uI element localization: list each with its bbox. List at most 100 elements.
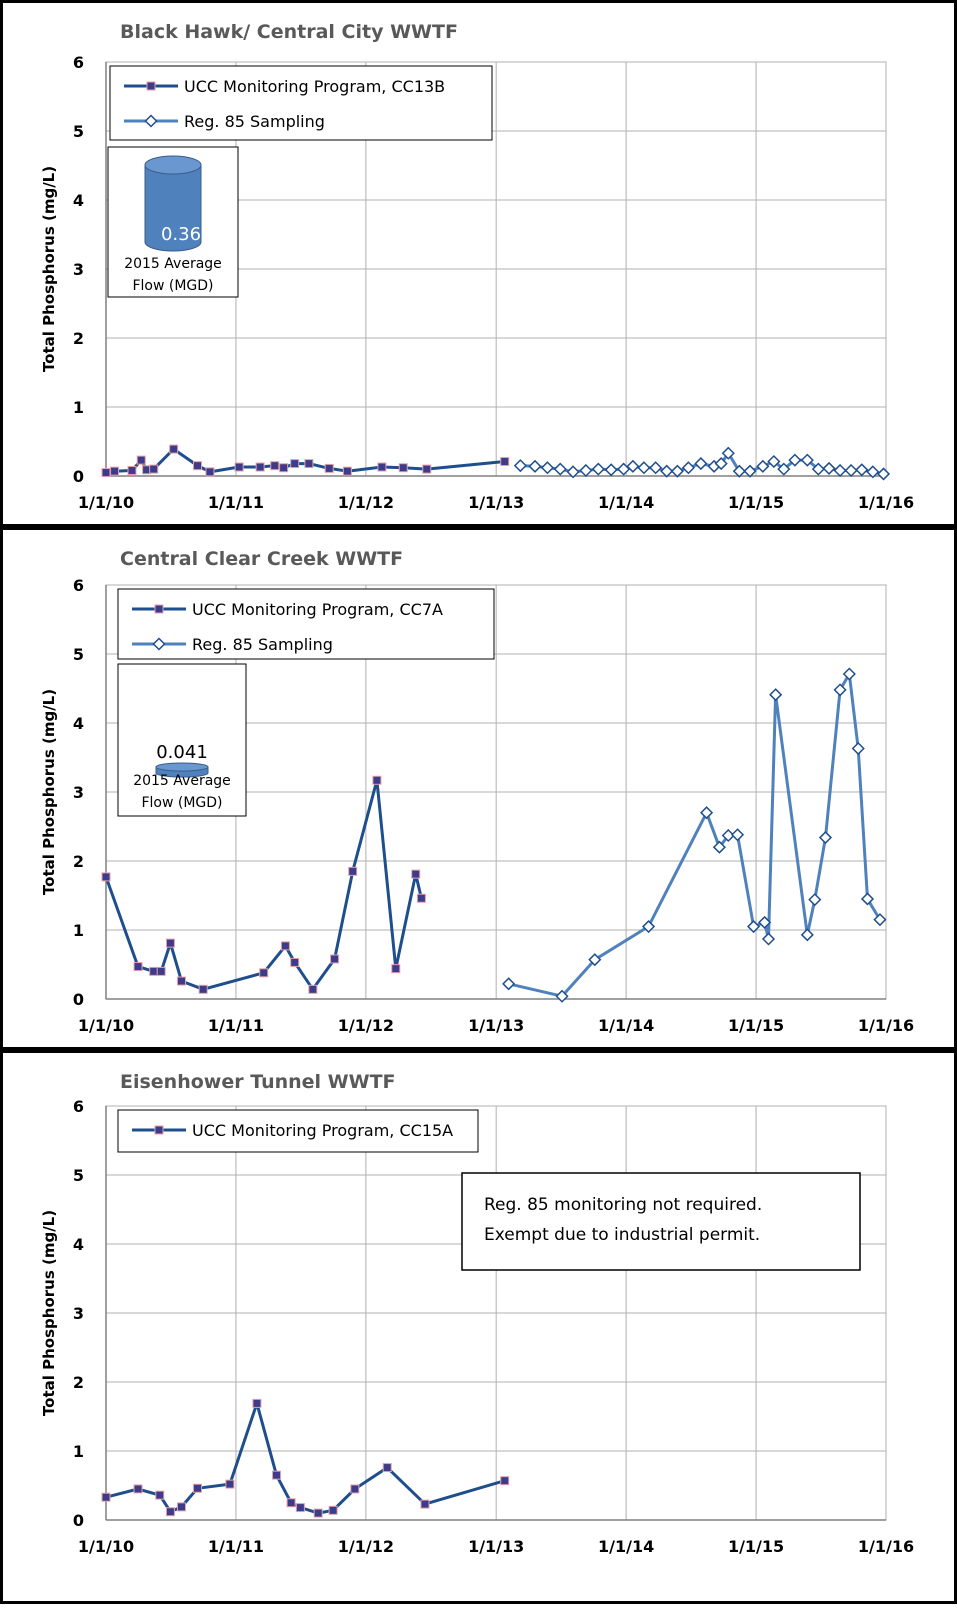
note-line2: Exempt due to industrial permit.	[484, 1225, 760, 1245]
data-point	[377, 462, 387, 472]
data-point	[225, 1479, 235, 1489]
x-tick-label: 1/1/16	[858, 1537, 914, 1556]
series-0	[101, 1398, 510, 1518]
flow-label-line1: 2015 Average	[124, 256, 222, 272]
data-point	[270, 461, 280, 471]
data-point	[500, 457, 510, 467]
data-point	[192, 1483, 202, 1493]
data-point	[555, 989, 569, 1003]
data-point	[149, 464, 159, 474]
data-point	[259, 968, 269, 978]
flow-cylinder-body	[144, 164, 202, 252]
data-point	[420, 1499, 430, 1509]
y-axis-label: Total Phosphorus (mg/L)	[40, 689, 58, 895]
data-point	[304, 459, 314, 469]
y-axis-label: Total Phosphorus (mg/L)	[40, 1210, 58, 1416]
data-point	[328, 1505, 338, 1515]
data-point	[165, 938, 175, 948]
legend-swatch-marker	[154, 604, 164, 614]
data-point	[528, 459, 542, 473]
legend: UCC Monitoring Program, CC7A Reg. 85 Samp…	[117, 588, 495, 660]
data-point	[176, 1502, 186, 1512]
data-point	[308, 984, 318, 994]
x-tick-label: 1/1/10	[78, 493, 134, 512]
y-tick-label: 3	[73, 1304, 84, 1323]
y-tick-label: 2	[73, 1373, 84, 1392]
data-point	[873, 913, 887, 927]
data-point	[800, 928, 814, 942]
legend-label: UCC Monitoring Program, CC7A	[192, 600, 443, 619]
y-axis-label: Total Phosphorus (mg/L)	[40, 166, 58, 372]
legend: UCC Monitoring Program, CC13B Reg. 85 Sam…	[109, 65, 493, 141]
data-point	[808, 893, 822, 907]
data-point	[500, 1476, 510, 1486]
data-point	[133, 962, 143, 972]
data-point	[156, 966, 166, 976]
data-point	[769, 688, 783, 702]
data-point	[176, 976, 186, 986]
data-point	[198, 984, 208, 994]
data-point	[641, 919, 656, 934]
data-point	[411, 869, 421, 879]
series-1	[513, 446, 891, 481]
data-point	[101, 872, 111, 882]
data-point	[730, 828, 745, 842]
data-point	[758, 915, 772, 929]
data-point	[513, 459, 527, 473]
y-tick-label: 6	[73, 53, 84, 72]
x-tick-label: 1/1/15	[728, 1537, 784, 1556]
y-tick-label: 4	[73, 714, 84, 733]
y-tick-label: 0	[73, 1511, 84, 1530]
x-tick-label: 1/1/16	[858, 493, 914, 512]
data-point	[747, 919, 761, 934]
y-tick-label: 2	[73, 329, 84, 348]
data-point	[324, 463, 334, 473]
data-point	[788, 453, 802, 467]
data-point	[502, 977, 516, 991]
x-tick-label: 1/1/11	[208, 1016, 264, 1035]
x-tick-label: 1/1/15	[728, 1016, 784, 1035]
data-point	[579, 463, 593, 478]
data-point	[777, 462, 791, 476]
data-point	[660, 464, 674, 478]
chart-title: Eisenhower Tunnel WWTF	[120, 1071, 396, 1093]
annotation-note: Reg. 85 monitoring not required. Exempt d…	[461, 1172, 861, 1271]
data-point	[721, 446, 735, 460]
x-tick-label: 1/1/12	[338, 1537, 394, 1556]
data-point	[842, 667, 856, 681]
note-box	[461, 1172, 861, 1271]
x-tick-label: 1/1/12	[338, 1016, 394, 1035]
data-point	[391, 964, 401, 974]
data-point	[272, 1470, 282, 1480]
data-point	[169, 444, 179, 454]
x-tick-label: 1/1/14	[598, 1016, 654, 1035]
data-point	[416, 893, 426, 903]
flow-label-line1: 2015 Average	[133, 773, 231, 789]
x-tick-label: 1/1/14	[598, 1537, 654, 1556]
data-point	[714, 457, 728, 471]
data-point	[553, 462, 567, 476]
data-point	[280, 941, 290, 951]
data-point	[133, 1484, 143, 1494]
data-point	[234, 462, 244, 472]
data-point	[811, 462, 825, 476]
flow-box: 0.36 2015 Average Flow (MGD)	[107, 146, 239, 298]
data-point	[205, 467, 215, 477]
data-point	[290, 459, 300, 469]
x-tick-label: 1/1/10	[78, 1537, 134, 1556]
note-line1: Reg. 85 monitoring not required.	[484, 1195, 762, 1215]
data-point	[860, 892, 875, 906]
data-point	[295, 1503, 305, 1513]
flow-cylinder-top	[144, 155, 202, 175]
legend-label: UCC Monitoring Program, CC15A	[192, 1121, 453, 1140]
chart-title: Black Hawk/ Central City WWTF	[120, 21, 458, 43]
y-tick-label: 1	[73, 921, 84, 940]
data-point	[350, 1484, 360, 1494]
x-tick-label: 1/1/13	[468, 493, 524, 512]
data-point	[833, 463, 847, 478]
flow-value: 0.041	[156, 742, 208, 763]
data-point	[743, 464, 757, 478]
data-point	[348, 866, 358, 876]
data-point	[637, 461, 651, 475]
